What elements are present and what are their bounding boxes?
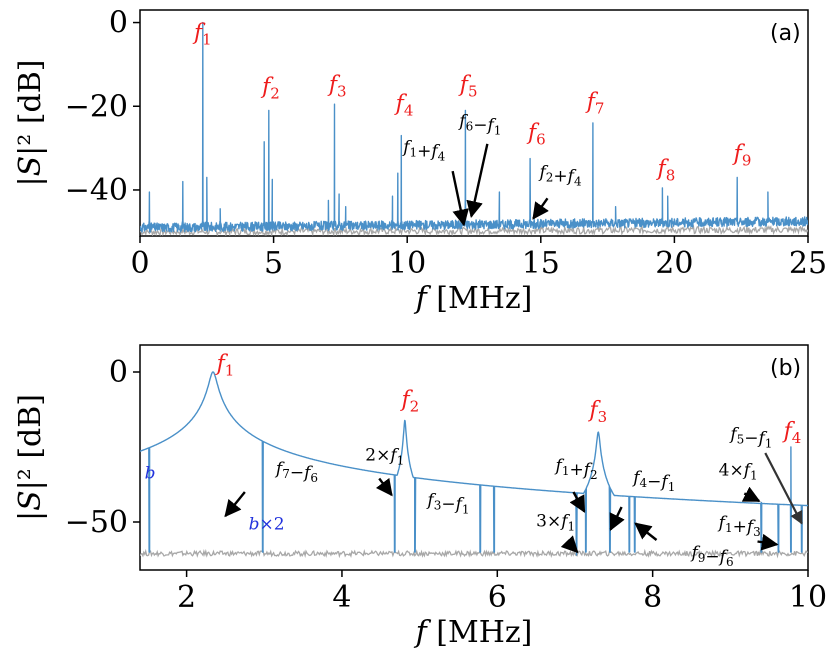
panel-b-letter: (b) (770, 356, 801, 381)
y-tick-label: −50 (65, 505, 128, 540)
peak-label-f9: f9 (732, 142, 752, 170)
peak-label-f7: f7 (585, 89, 605, 117)
x-tick-label: 20 (655, 246, 693, 281)
annotation-arrow (375, 477, 393, 497)
annotation-f1+f4: f1+f4 (401, 137, 445, 163)
x-tick-label: 2 (177, 580, 196, 615)
annotation-arrow (532, 197, 549, 220)
annotation-arrow (224, 491, 246, 518)
x-tick-label: 15 (522, 246, 560, 281)
y-axis-label: |S|² [dB] (13, 394, 48, 521)
annotation-3×f1: 3×f1 (536, 512, 575, 534)
annotation-arrow (560, 535, 579, 554)
x-axis-label: f [MHz] (414, 281, 533, 316)
annotation-arrow (451, 170, 469, 227)
panel-a-letter: (a) (770, 21, 801, 46)
panel-a-frame (139, 9, 809, 237)
x-tick-label: 5 (264, 246, 283, 281)
x-axis-label: f [MHz] (414, 615, 533, 650)
peak-label-f4: f4 (394, 91, 414, 119)
annotation-f2+f4: f2+f4 (537, 162, 581, 188)
peak-label-f1: f1 (192, 20, 212, 48)
peak-label-f5: f5 (458, 73, 478, 101)
panel-b: |S|² [dB] f [MHz] (b) 2 4 6 8 10 0 −50 f1 f2 f3 f4… (13, 344, 827, 650)
x-tick-label: 25 (789, 246, 827, 281)
x-tick-label: 8 (643, 580, 662, 615)
peak-label-f1: f1 (215, 352, 235, 380)
panel-b-ylabel: |S|² [dB] (13, 394, 48, 521)
x-tick-label: 10 (388, 246, 426, 281)
annotation-f3−f1: f3−f1 (425, 491, 469, 517)
annotation-arrow (764, 452, 803, 525)
annotation-arrow (609, 506, 625, 532)
annotation-f9−f6: f9−f6 (689, 543, 733, 569)
signal-trace (140, 21, 808, 233)
annotation-arrow (741, 486, 761, 503)
label-b: b (145, 464, 156, 484)
annotation-f6−f1: f6−f1 (457, 111, 501, 137)
peak-label-f3: f3 (327, 73, 347, 101)
annotation-f5−f1: f5−f1 (728, 425, 772, 451)
panel-a: |S|² [dB] f [MHz] (a) 0 5 10 15 20 25 0 −20 −40 f… (13, 6, 827, 316)
annotation-f1+f3: f1+f3 (717, 513, 761, 539)
y-tick-label: −20 (65, 89, 128, 124)
signal-trace (140, 371, 808, 556)
peak-label-f2: f2 (399, 388, 419, 416)
annotation-f7−f6: f7−f6 (274, 459, 318, 485)
y-axis-label: |S|² [dB] (13, 60, 48, 187)
x-tick-label: 10 (789, 580, 827, 615)
y-tick-label: −40 (65, 173, 128, 208)
panel-a-ylabel: |S|² [dB] (13, 60, 48, 187)
annotation-4×f1: 4×f1 (719, 461, 758, 483)
y-tick-label: 0 (109, 6, 128, 41)
x-tick-label: 6 (488, 580, 507, 615)
peak-label-f2: f2 (260, 75, 280, 103)
peak-label-f6: f6 (526, 121, 546, 149)
x-tick-label: 0 (130, 246, 149, 281)
annotation-arrow (569, 491, 586, 513)
panel-b-xlabel: f [MHz] (414, 615, 533, 650)
peak-label-f3: f3 (587, 398, 607, 426)
annotation-arrow (466, 143, 489, 218)
annotation-arrow (634, 522, 658, 541)
label-b×2: b×2 (249, 515, 285, 535)
annotation-f4−f1: f4−f1 (631, 468, 675, 494)
annotation-arrow (757, 533, 779, 551)
peak-label-f8: f8 (656, 156, 676, 184)
background-trace (140, 548, 808, 559)
annotation-f1+f2: f1+f2 (554, 456, 598, 482)
y-tick-label: 0 (109, 355, 128, 390)
x-tick-label: 4 (332, 580, 351, 615)
peak-label-f4: f4 (782, 419, 802, 447)
panel-a-xlabel: f [MHz] (414, 281, 533, 316)
annotation-2×f1: 2×f1 (365, 446, 404, 468)
panel-b-frame (139, 344, 809, 571)
